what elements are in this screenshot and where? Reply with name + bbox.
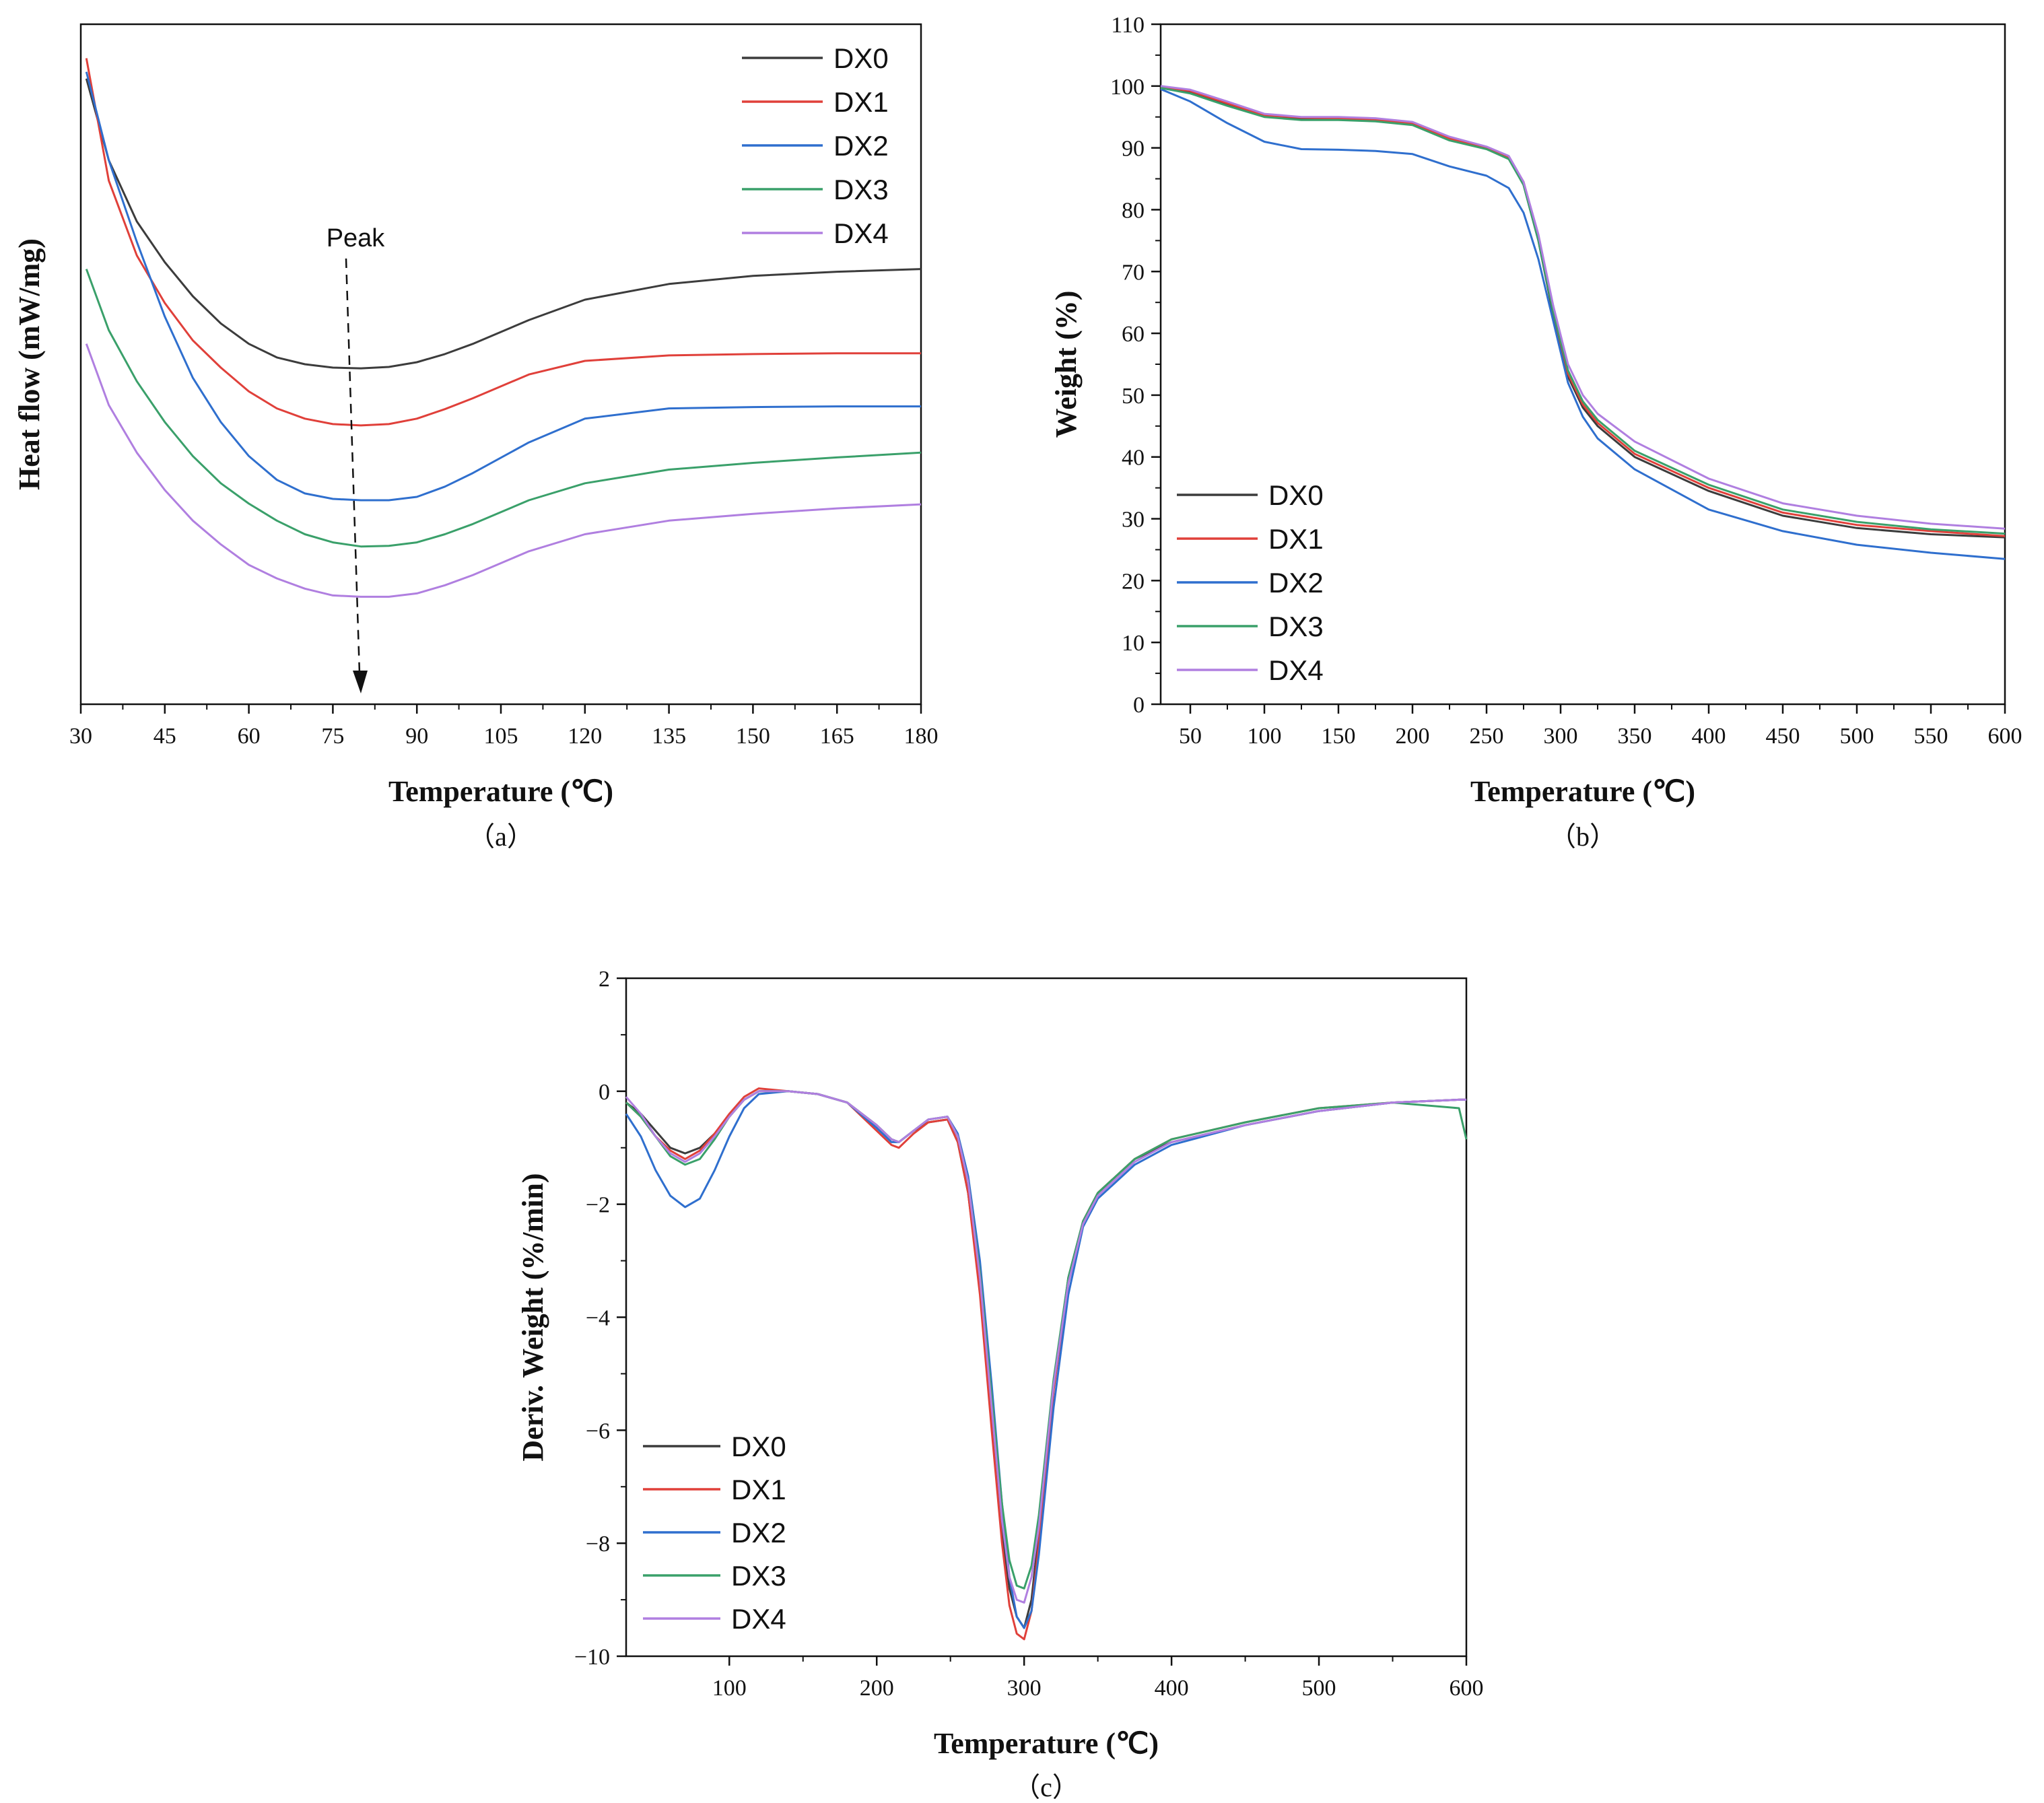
y-tick-label: 30 xyxy=(1122,508,1145,533)
x-tick-label: 120 xyxy=(568,724,602,749)
series-line-dx2 xyxy=(85,71,921,502)
series-line-dx3 xyxy=(625,1090,1468,1590)
x-tick-label: 200 xyxy=(1396,724,1430,749)
x-tick-label: 90 xyxy=(405,724,428,749)
x-tick-label: 30 xyxy=(69,724,92,749)
series-line-dx3 xyxy=(1160,87,2006,535)
y-tick-label: 70 xyxy=(1122,260,1145,285)
x-tick-label: 45 xyxy=(154,724,176,749)
peak-arrow-head xyxy=(353,671,368,693)
series-line-dx4 xyxy=(85,343,922,598)
x-tick-label: 450 xyxy=(1766,724,1800,749)
legend-label-dx1: DX1 xyxy=(1268,523,1324,555)
x-tick-label: 135 xyxy=(652,724,686,749)
x-tick-label: 500 xyxy=(1302,1676,1336,1701)
y-tick-label: 40 xyxy=(1122,446,1145,471)
x-tick-label: 105 xyxy=(484,724,518,749)
x-tick-label: 200 xyxy=(860,1676,894,1701)
legend-label-dx3: DX3 xyxy=(731,1560,786,1592)
peak-arrow-line xyxy=(345,258,361,674)
legend-label-dx2: DX2 xyxy=(731,1517,786,1549)
series-line-dx4 xyxy=(625,1090,1466,1604)
y-axis-title: Heat flow (mW/mg) xyxy=(13,238,46,490)
legend-label-dx2: DX2 xyxy=(833,130,889,162)
y-tick-label: −10 xyxy=(574,1645,610,1670)
y-tick-label: 20 xyxy=(1122,569,1145,594)
x-axis-title: Temperature (℃) xyxy=(1470,775,1695,808)
series-line-dx4 xyxy=(1160,85,2006,530)
x-tick-label: 600 xyxy=(1988,724,2022,749)
y-tick-label: 50 xyxy=(1122,384,1145,409)
plot-frame xyxy=(1159,23,2006,706)
y-tick-label: 0 xyxy=(599,1080,610,1105)
x-tick-label: 180 xyxy=(904,724,939,749)
x-tick-label: 300 xyxy=(1007,1676,1042,1701)
x-tick-label: 150 xyxy=(1322,724,1356,749)
x-axis-title: Temperature (℃) xyxy=(934,1727,1159,1760)
y-axis-title: Deriv. Weight (%/min) xyxy=(516,1173,549,1461)
peak-annotation-label: Peak xyxy=(327,224,386,252)
x-tick-label: 350 xyxy=(1618,724,1652,749)
chart-a-dsc: 30 45 60 75 90 105 120 135 150 165 180 DX0 DX1 DX2 DX3… xyxy=(13,23,939,852)
series-line-dx0 xyxy=(85,78,922,370)
panel-caption: （a） xyxy=(468,821,534,852)
plot-frame xyxy=(79,23,922,706)
x-tick-label: 250 xyxy=(1470,724,1504,749)
chart-b-tga: 50 100 150 200 250 300 350 400 450 500 550 600 0 10 20… xyxy=(1050,13,2022,852)
y-tick-label: 2 xyxy=(599,967,610,992)
y-tick-label: 110 xyxy=(1111,13,1145,38)
legend-label-dx0: DX0 xyxy=(1268,479,1324,511)
y-tick-label: 10 xyxy=(1122,631,1145,656)
x-axis-title: Temperature (℃) xyxy=(388,775,613,808)
series-line-dx1 xyxy=(625,1087,1466,1641)
series-line-dx3 xyxy=(85,269,922,548)
y-tick-label: 60 xyxy=(1122,322,1145,347)
legend-label-dx0: DX0 xyxy=(731,1431,786,1462)
x-tick-label: 100 xyxy=(712,1676,747,1701)
x-tick-label: 75 xyxy=(321,724,344,749)
x-tick-label: 100 xyxy=(1248,724,1282,749)
series-line-dx0 xyxy=(1160,86,2006,539)
legend-label-dx1: DX1 xyxy=(731,1474,786,1505)
series-line-dx1 xyxy=(1160,86,2006,537)
x-tick-label: 50 xyxy=(1179,724,1202,749)
series-line-dx1 xyxy=(85,58,921,427)
y-tick-label: −8 xyxy=(586,1532,610,1557)
x-tick-label: 60 xyxy=(238,724,261,749)
legend-label-dx4: DX4 xyxy=(731,1603,786,1635)
legend-label-dx2: DX2 xyxy=(1268,567,1324,599)
y-tick-label: −4 xyxy=(586,1306,610,1331)
legend-label-dx3: DX3 xyxy=(1268,611,1324,642)
y-tick-label: 80 xyxy=(1122,198,1145,223)
panel-caption: （c） xyxy=(1013,1772,1079,1802)
legend-label-dx0: DX0 xyxy=(833,42,889,74)
x-tick-label: 165 xyxy=(820,724,854,749)
y-axis-title: Weight (%) xyxy=(1050,291,1083,438)
y-tick-label: −6 xyxy=(586,1419,610,1443)
x-tick-label: 550 xyxy=(1914,724,1948,749)
panel-caption: （b） xyxy=(1549,821,1616,852)
series-line-dx2 xyxy=(1160,88,2006,560)
y-tick-label: 90 xyxy=(1122,137,1145,162)
y-tick-label: 100 xyxy=(1110,75,1145,100)
x-tick-label: 500 xyxy=(1840,724,1874,749)
x-tick-label: 150 xyxy=(736,724,770,749)
x-tick-label: 600 xyxy=(1450,1676,1484,1701)
chart-c-dtg: 100 200 300 400 500 600 −10 −8 −6 −4 −2 0 2 DX0 DX1 DX2… xyxy=(516,967,1484,1802)
y-tick-label: −2 xyxy=(586,1193,610,1218)
y-tick-label: 0 xyxy=(1133,693,1145,718)
legend-label-dx4: DX4 xyxy=(1268,654,1324,686)
x-tick-label: 400 xyxy=(1692,724,1726,749)
legend-label-dx4: DX4 xyxy=(833,217,889,249)
x-tick-label: 400 xyxy=(1155,1676,1189,1701)
x-tick-label: 300 xyxy=(1544,724,1578,749)
legend-label-dx3: DX3 xyxy=(833,174,889,205)
legend-label-dx1: DX1 xyxy=(833,86,889,118)
plot-frame xyxy=(625,977,1468,1658)
